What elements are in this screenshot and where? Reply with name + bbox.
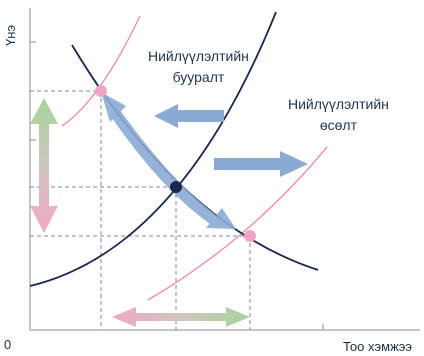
supply-increase-line1: Нийлүүлэлтийн — [288, 96, 389, 112]
supply-decrease-label: Нийлүүлэлтийн бууралт — [148, 48, 249, 86]
supply-decrease-line1: Нийлүүлэлтийн — [148, 48, 249, 64]
arrow-right-icon — [214, 151, 308, 177]
origin-label: 0 — [4, 337, 12, 352]
supply-increase-line2: өсөлт — [319, 117, 358, 133]
double-arrow-vertical-icon — [30, 98, 58, 233]
arrow-left-icon — [154, 104, 224, 128]
equilibrium-point-original — [170, 181, 182, 193]
y-axis-label: Үнэ — [3, 24, 18, 46]
supply-curve — [29, 11, 277, 287]
supply-curve-decreased — [61, 15, 141, 127]
price-movement-arrow — [101, 92, 236, 229]
supply-decrease-line2: бууралт — [172, 69, 225, 85]
supply-increase-label: Нийлүүлэлтийн өсөлт — [288, 96, 389, 134]
x-axis-label: Тоо хэмжээ — [343, 339, 413, 354]
guide-lines — [30, 90, 251, 330]
equilibrium-point-decreased — [95, 85, 107, 97]
supply-curve-increased — [147, 146, 328, 301]
equilibrium-point-increased — [244, 230, 256, 242]
double-arrow-horizontal-icon — [112, 307, 250, 327]
